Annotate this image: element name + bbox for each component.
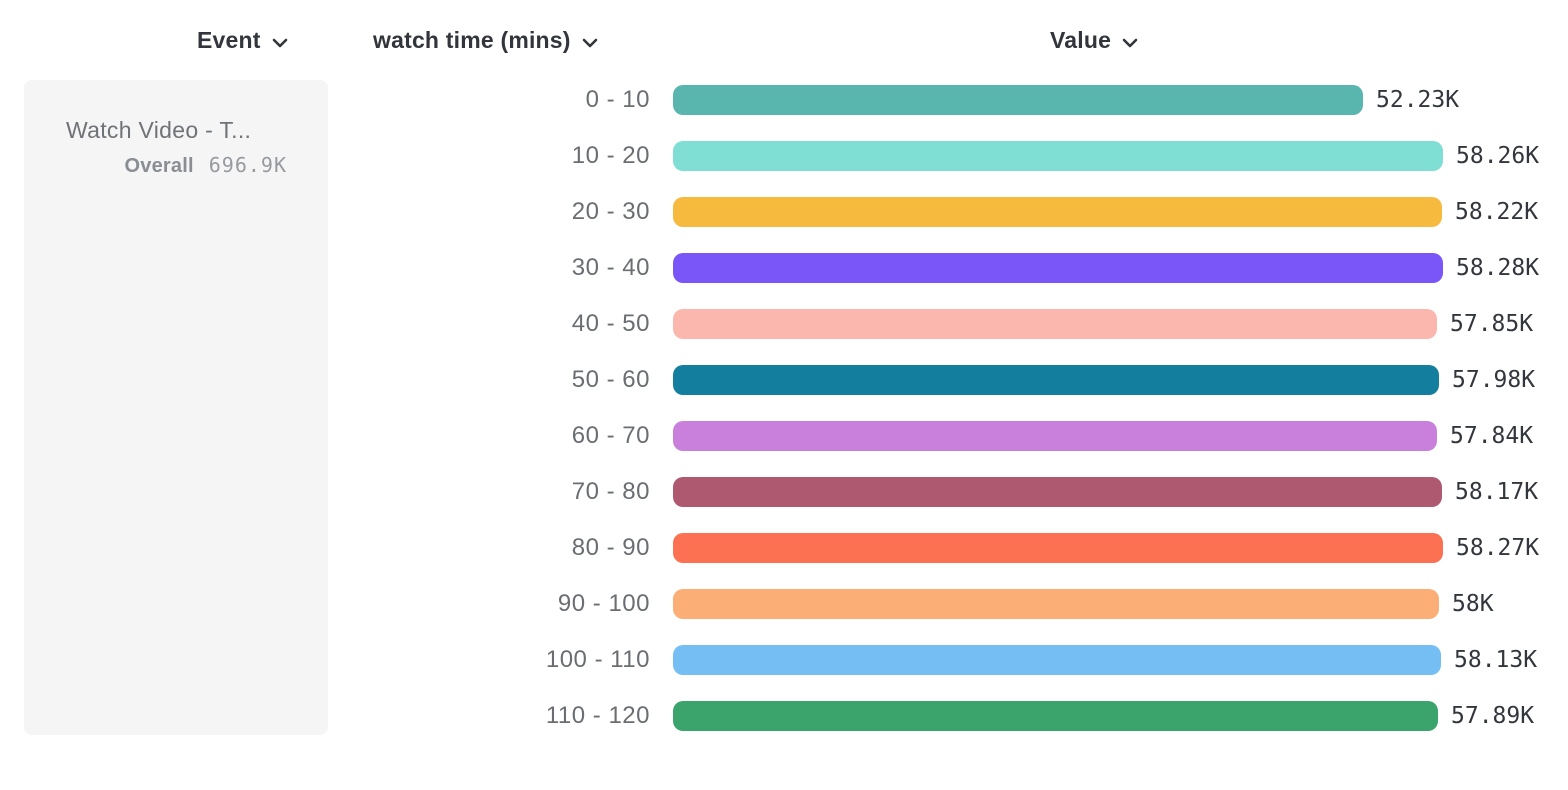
event-column-label: Event: [197, 27, 261, 53]
value-label: 57.85K: [1450, 311, 1534, 337]
category-label: 30 - 40: [571, 254, 650, 281]
overall-label: Overall: [124, 155, 194, 177]
chart-row: 50 - 60 57.98K: [0, 352, 1568, 408]
category-label: 110 - 120: [545, 702, 650, 729]
category-label: 20 - 30: [571, 198, 650, 225]
breakdown-column-header[interactable]: watch time (mins): [373, 27, 598, 54]
chart-row: 30 - 40 58.28K: [0, 240, 1568, 296]
bar-segment[interactable]: [673, 533, 1443, 563]
overall-row: Overall 696.9K: [66, 153, 287, 178]
bar-segment[interactable]: [673, 589, 1439, 619]
bar-segment[interactable]: [673, 197, 1442, 227]
category-label: 80 - 90: [571, 534, 650, 561]
chevron-down-icon: [582, 38, 597, 47]
chevron-down-icon: [1122, 38, 1138, 47]
chart-row: 20 - 30 58.22K: [0, 184, 1568, 240]
bar-chart: 0 - 10 52.23K 10 - 20 58.26K 20 - 30 58.22K 30…: [0, 72, 1568, 744]
bar-segment[interactable]: [673, 421, 1437, 451]
value-label: 58.17K: [1455, 479, 1539, 505]
bar-segment[interactable]: [673, 85, 1363, 115]
bar-segment[interactable]: [673, 141, 1443, 171]
category-label: 40 - 50: [571, 310, 650, 337]
event-card[interactable]: Watch Video - T... Overall 696.9K: [24, 80, 328, 735]
event-column-header[interactable]: Event: [197, 27, 288, 54]
category-label: 100 - 110: [545, 646, 650, 673]
value-label: 52.23K: [1376, 87, 1460, 113]
bar-segment[interactable]: [673, 701, 1438, 731]
category-label: 70 - 80: [571, 478, 650, 505]
chart-row: 90 - 100 58K: [0, 576, 1568, 632]
overall-value: 696.9K: [208, 153, 287, 177]
chart-row: 100 - 110 58.13K: [0, 632, 1568, 688]
category-label: 50 - 60: [571, 366, 650, 393]
value-label: 57.98K: [1452, 367, 1536, 393]
chart-row: 80 - 90 58.27K: [0, 520, 1568, 576]
bar-segment[interactable]: [673, 645, 1441, 675]
value-label: 58.26K: [1456, 143, 1540, 169]
value-label: 58K: [1452, 591, 1494, 617]
category-label: 0 - 10: [585, 86, 650, 113]
chart-row: 70 - 80 58.17K: [0, 464, 1568, 520]
value-label: 58.28K: [1456, 255, 1540, 281]
category-label: 90 - 100: [557, 590, 650, 617]
chart-row: 10 - 20 58.26K: [0, 128, 1568, 184]
value-label: 58.13K: [1454, 647, 1538, 673]
value-label: 58.27K: [1456, 535, 1540, 561]
value-column-header[interactable]: Value: [1050, 27, 1138, 54]
event-title: Watch Video - T...: [66, 117, 252, 143]
chart-row: 60 - 70 57.84K: [0, 408, 1568, 464]
value-label: 57.84K: [1450, 423, 1534, 449]
bar-segment[interactable]: [673, 253, 1443, 283]
chart-row: 40 - 50 57.85K: [0, 296, 1568, 352]
bar-segment[interactable]: [673, 309, 1437, 339]
bar-segment[interactable]: [673, 477, 1442, 507]
chevron-down-icon: [272, 38, 287, 47]
value-column-label: Value: [1050, 27, 1112, 53]
breakdown-column-label: watch time (mins): [373, 27, 571, 53]
chart-row: 110 - 120 57.89K: [0, 688, 1568, 744]
bar-segment[interactable]: [673, 365, 1439, 395]
chart-row: 0 - 10 52.23K: [0, 72, 1568, 128]
value-label: 57.89K: [1451, 703, 1535, 729]
value-label: 58.22K: [1455, 199, 1539, 225]
category-label: 10 - 20: [571, 142, 650, 169]
category-label: 60 - 70: [571, 422, 650, 449]
